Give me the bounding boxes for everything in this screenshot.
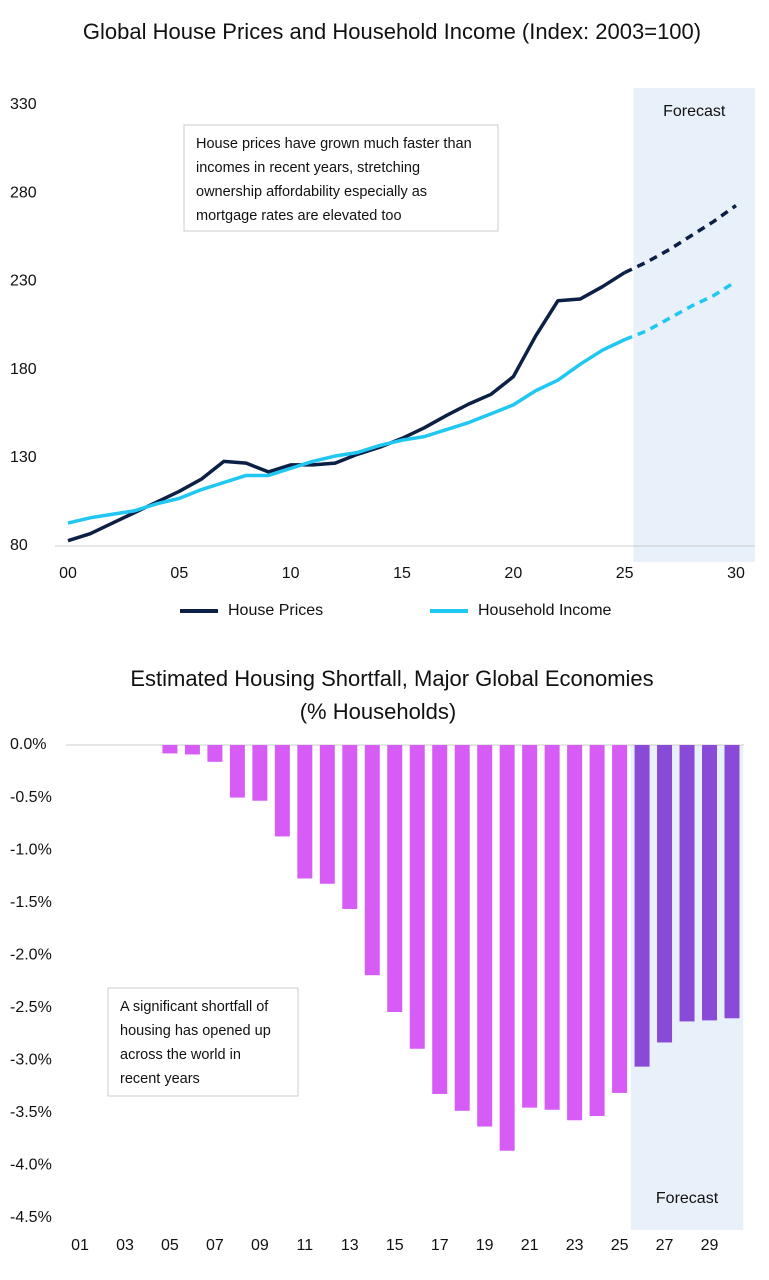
- y-tick-label: -0.5%: [10, 789, 52, 806]
- chart-subtitle: (% Households): [300, 699, 457, 724]
- bar: [364, 745, 380, 976]
- bar: [409, 745, 425, 1049]
- annotation-text: across the world in: [120, 1047, 241, 1063]
- y-tick-label: -4.5%: [10, 1209, 52, 1226]
- annotation-text: housing has opened up: [120, 1023, 271, 1039]
- y-tick-label: 180: [10, 361, 37, 378]
- y-tick-label: -2.0%: [10, 946, 52, 963]
- annotation-text: mortgage rates are elevated too: [196, 208, 402, 224]
- y-tick-label: 80: [10, 537, 28, 554]
- x-tick-label: 20: [504, 565, 522, 582]
- legend-label: Household Income: [478, 602, 612, 619]
- x-tick-label: 15: [386, 1237, 404, 1254]
- forecast-label: Forecast: [656, 1190, 719, 1207]
- x-tick-label: 15: [393, 565, 411, 582]
- x-tick-label: 25: [611, 1237, 629, 1254]
- y-tick-label: 330: [10, 96, 37, 113]
- bar: [567, 745, 583, 1121]
- y-tick-label: 0.0%: [10, 736, 46, 753]
- annotation-text: recent years: [120, 1071, 200, 1087]
- x-tick-label: 10: [282, 565, 300, 582]
- line-actual: [67, 338, 626, 525]
- line-actual: [67, 271, 626, 543]
- x-tick-label: 05: [170, 565, 188, 582]
- bar: [454, 745, 470, 1111]
- bar: [657, 745, 673, 1043]
- bar: [342, 745, 358, 909]
- bar: [702, 745, 718, 1021]
- bar: [612, 745, 628, 1093]
- x-tick-label: 09: [251, 1237, 269, 1254]
- x-tick-label: 29: [701, 1237, 719, 1254]
- bar: [477, 745, 493, 1127]
- bar: [184, 745, 200, 755]
- x-tick-label: 30: [727, 565, 745, 582]
- x-tick-label: 07: [206, 1237, 224, 1254]
- y-tick-label: -1.0%: [10, 841, 52, 858]
- bar: [252, 745, 268, 801]
- x-tick-label: 21: [521, 1237, 539, 1254]
- y-tick-label: 130: [10, 449, 37, 466]
- bar: [499, 745, 515, 1151]
- x-tick-label: 03: [116, 1237, 134, 1254]
- y-tick-label: -3.0%: [10, 1052, 52, 1069]
- x-tick-label: 17: [431, 1237, 449, 1254]
- y-tick-label: -3.5%: [10, 1104, 52, 1121]
- legend-label: House Prices: [228, 602, 323, 619]
- y-tick-label: 280: [10, 184, 37, 201]
- x-tick-label: 13: [341, 1237, 359, 1254]
- forecast-region: [633, 88, 755, 562]
- annotation-text: ownership affordability especially as: [196, 184, 427, 200]
- line-forecast: [624, 279, 737, 342]
- x-tick-label: 00: [59, 565, 77, 582]
- bar: [319, 745, 335, 884]
- chart-title: Global House Prices and Household Income…: [83, 19, 701, 44]
- y-tick-label: 230: [10, 273, 37, 290]
- bar: [297, 745, 313, 879]
- x-tick-label: 27: [656, 1237, 674, 1254]
- bar: [229, 745, 245, 798]
- bar: [387, 745, 403, 1012]
- annotation-text: incomes in recent years, stretching: [196, 160, 420, 176]
- bar: [634, 745, 650, 1067]
- bar: [274, 745, 290, 837]
- bar: [207, 745, 223, 762]
- bar: [589, 745, 605, 1117]
- annotation-text: House prices have grown much faster than: [196, 136, 472, 152]
- y-tick-label: -1.5%: [10, 894, 52, 911]
- bar: [679, 745, 695, 1022]
- x-tick-label: 01: [71, 1237, 89, 1254]
- x-tick-label: 23: [566, 1237, 584, 1254]
- y-tick-label: -2.5%: [10, 999, 52, 1016]
- annotation-box: [107, 987, 299, 1097]
- bar: [544, 745, 560, 1110]
- bar: [522, 745, 538, 1108]
- bar: [432, 745, 448, 1094]
- line-forecast: [623, 204, 738, 275]
- x-tick-label: 11: [297, 1237, 314, 1254]
- x-tick-label: 19: [476, 1237, 494, 1254]
- bar: [162, 745, 178, 754]
- forecast-label: Forecast: [663, 103, 726, 120]
- y-tick-label: -4.0%: [10, 1157, 52, 1174]
- x-tick-label: 05: [161, 1237, 179, 1254]
- x-tick-label: 25: [616, 565, 634, 582]
- bar: [724, 745, 740, 1019]
- chart-title: Estimated Housing Shortfall, Major Globa…: [130, 666, 653, 691]
- annotation-box: [183, 124, 499, 232]
- annotation-text: A significant shortfall of: [120, 999, 269, 1015]
